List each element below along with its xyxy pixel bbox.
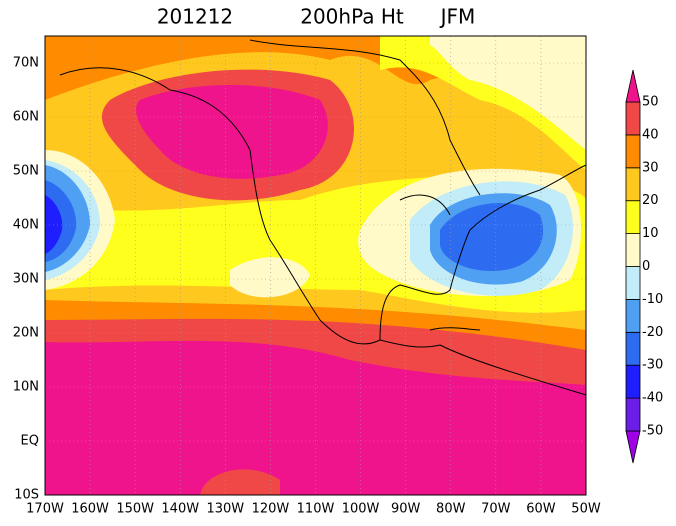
colorbar-box: [625, 167, 641, 202]
colorbar-box: [625, 266, 641, 300]
colorbar-label: -40: [642, 391, 663, 406]
colorbar-box: [625, 331, 641, 366]
y-label: 50N: [13, 164, 39, 179]
colorbar-box: [625, 364, 641, 399]
y-label: 40N: [13, 218, 39, 233]
coastline: [59, 39, 587, 396]
x-label: 100W: [342, 502, 380, 517]
x-label: 150W: [116, 502, 154, 517]
map-frame: [44, 35, 587, 496]
title-date: 201212: [157, 5, 233, 29]
title-season: JFM: [439, 5, 476, 29]
colorbar-label: -50: [642, 424, 663, 439]
colorbar-box: [625, 200, 641, 234]
x-label: 140W: [161, 502, 199, 517]
title-field: 200hPa Ht: [300, 5, 404, 29]
x-label: 170W: [26, 502, 64, 517]
colorbar-label: 0: [642, 259, 650, 274]
colorbar-label: 40: [642, 127, 659, 142]
colorbar-label: 30: [642, 160, 659, 175]
x-label: 120W: [252, 502, 290, 517]
x-label: 50W: [571, 502, 601, 517]
x-label: 130W: [206, 502, 244, 517]
colorbar-label: 10: [642, 226, 659, 241]
colorbar-box: [625, 298, 641, 333]
y-label: 60N: [13, 110, 39, 125]
x-label: 70W: [481, 502, 511, 517]
colorbar-arrow-low: [625, 430, 641, 464]
colorbar-label: 20: [642, 193, 659, 208]
colorbar-box: [625, 397, 641, 432]
x-label: 60W: [526, 502, 556, 517]
grid: [45, 36, 586, 495]
y-label: 70N: [13, 56, 39, 71]
y-label: 20N: [13, 326, 39, 341]
colorbar-label: 50: [642, 95, 659, 110]
colorbar-label: -10: [642, 292, 663, 307]
x-label: 80W: [436, 502, 466, 517]
colorbar-arrow-high: [625, 69, 641, 103]
y-label: 30N: [13, 272, 39, 287]
colorbar-box: [625, 233, 641, 267]
y-label: EQ: [21, 434, 39, 449]
x-label: 90W: [391, 502, 421, 517]
y-label: 10N: [13, 380, 39, 395]
colorbar-box: [625, 134, 641, 169]
y-label: 10S: [14, 488, 39, 503]
colorbar-label: -20: [642, 325, 663, 340]
colorbar-box: [625, 101, 641, 136]
x-label: 160W: [71, 502, 109, 517]
x-label: 110W: [297, 502, 335, 517]
colorbar-label: -30: [642, 358, 663, 373]
